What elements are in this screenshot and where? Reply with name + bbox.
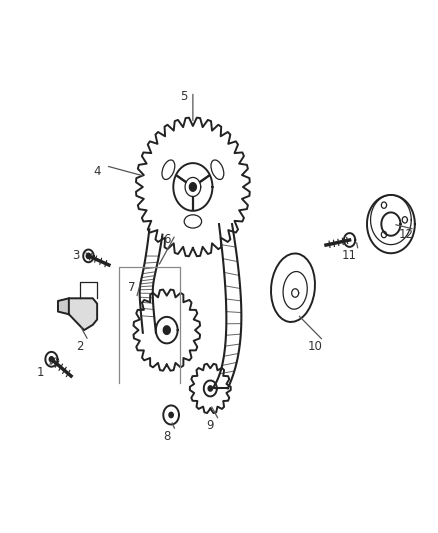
Polygon shape (49, 357, 53, 362)
Polygon shape (163, 326, 170, 334)
Polygon shape (86, 253, 91, 259)
Text: 3: 3 (72, 249, 79, 262)
Text: 5: 5 (180, 90, 188, 103)
Polygon shape (169, 413, 173, 418)
Text: 11: 11 (342, 249, 357, 262)
Text: 6: 6 (163, 233, 170, 246)
Polygon shape (189, 183, 196, 191)
Text: 8: 8 (163, 430, 170, 443)
Text: 2: 2 (76, 340, 84, 352)
Text: 1: 1 (37, 366, 44, 379)
Text: 10: 10 (307, 340, 322, 352)
Polygon shape (208, 386, 212, 391)
Text: 4: 4 (93, 165, 101, 177)
Text: 9: 9 (207, 419, 214, 432)
Text: 12: 12 (399, 228, 413, 241)
Text: 7: 7 (128, 281, 136, 294)
Polygon shape (58, 298, 69, 314)
Polygon shape (69, 298, 97, 330)
